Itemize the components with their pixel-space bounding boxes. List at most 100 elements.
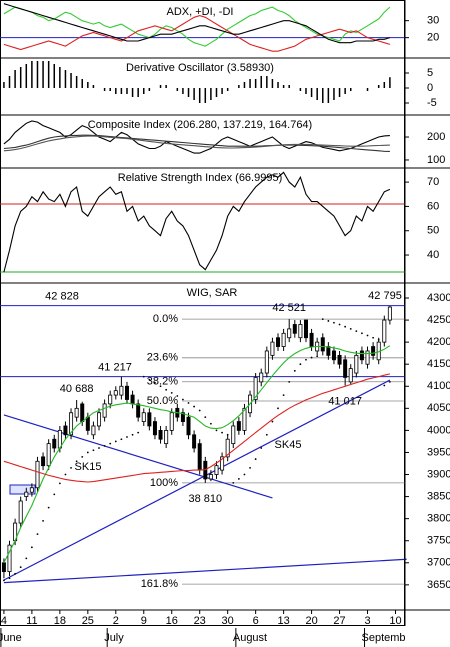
sar-dot [321, 318, 324, 321]
oscillator-bar [159, 85, 162, 88]
candle-body [298, 324, 303, 339]
oscillator-bar [383, 82, 386, 88]
y-tick-label: 40000 [427, 424, 450, 436]
oscillator-bar [109, 88, 111, 91]
oscillator-bar [389, 77, 391, 88]
candle-body [225, 438, 230, 458]
sar-dot [19, 566, 22, 569]
oscillator-bar [277, 82, 279, 88]
candle-body [359, 350, 364, 361]
oscillator-bar [148, 88, 151, 91]
candle-body [220, 456, 225, 471]
series-line [3, 135, 390, 152]
trendline [3, 379, 391, 581]
candle-body [169, 412, 174, 431]
y-tick-label: 37000 [427, 557, 450, 569]
y-tick-label: 0 [427, 82, 433, 94]
oscillator-bar [198, 88, 201, 103]
sar-dot [176, 395, 179, 397]
oscillator-bar [282, 85, 285, 88]
sar-dot [148, 378, 151, 381]
price-annotation: 41 017 [328, 395, 362, 407]
oscillator-bar [87, 82, 89, 88]
x-tick-label: 10 [389, 615, 401, 627]
x-tick-label: 6 [253, 615, 259, 627]
oscillator-bar [377, 85, 380, 88]
level-label: 41 217 [98, 362, 132, 374]
sar-dot [344, 325, 347, 328]
candle-body [208, 474, 213, 480]
sar-dot [260, 447, 263, 449]
sar-dot [126, 436, 128, 438]
series-line [3, 345, 391, 564]
candle-body [264, 350, 269, 374]
candle-body [231, 425, 236, 445]
sar-dot [142, 375, 145, 378]
oscillator-bar [3, 82, 5, 88]
candle-body [46, 443, 51, 467]
candle-body [80, 403, 85, 422]
candle-body [270, 341, 275, 356]
candle-body [152, 421, 157, 436]
sar-dot [120, 438, 123, 441]
series-line [3, 134, 390, 152]
candle-body [97, 412, 102, 427]
sar-dot [165, 388, 168, 391]
sar-dot [299, 363, 302, 366]
candle-body [242, 407, 247, 431]
candle-body [141, 412, 146, 422]
y-tick-label: 36500 [427, 579, 450, 591]
sar-dot [305, 358, 307, 361]
candle-body [164, 429, 169, 445]
candle-body [348, 368, 353, 383]
sar-dot [3, 579, 5, 582]
candle-body [303, 319, 308, 339]
candle-body [382, 319, 387, 343]
marker-box [9, 484, 36, 495]
fibonacci-label: 161.8% [141, 578, 179, 590]
y-tick-label: 38500 [427, 490, 450, 502]
series-line [3, 15, 391, 52]
oscillator-bar [47, 61, 50, 88]
candle-body [309, 332, 314, 347]
y-tick-label: 70 [427, 176, 439, 188]
panel-title: ADX, +DI, -DI [167, 6, 234, 18]
sar-dot [154, 381, 156, 384]
y-tick-label: 40500 [427, 402, 450, 414]
x-tick-label: 4 [1, 615, 7, 627]
fibonacci-label: 100% [150, 477, 178, 489]
sar-dot [182, 398, 184, 401]
oscillator-bar [193, 88, 195, 100]
oscillator-bar [210, 88, 212, 100]
y-tick-label: 60 [427, 200, 439, 212]
sar-dot [98, 447, 100, 449]
sar-dot [237, 478, 240, 480]
sar-dot [327, 320, 330, 322]
sar-dot [372, 336, 375, 339]
x-tick-label: 16 [166, 615, 178, 627]
trendline [3, 558, 407, 584]
sar-dot [282, 394, 285, 396]
oscillator-bar [366, 88, 369, 91]
sar-dot [137, 431, 140, 434]
oscillator-bar [36, 61, 39, 88]
oscillator-bar [25, 64, 28, 88]
oscillator-bar [226, 88, 229, 91]
month-label: September [362, 632, 416, 644]
oscillator-bar [305, 88, 307, 94]
y-tick-label: 41500 [427, 358, 450, 370]
oscillator-bar [310, 88, 313, 97]
y-tick-label: -5 [427, 97, 437, 109]
x-tick-label: 18 [54, 615, 66, 627]
sar-dot [25, 557, 28, 560]
sar-dot [226, 433, 229, 436]
x-tick-label: 20 [305, 615, 317, 627]
candle-body [236, 421, 241, 431]
sar-dot [377, 339, 380, 341]
oscillator-bar [103, 88, 106, 91]
candle-body [7, 544, 12, 573]
candle-body [91, 425, 96, 436]
